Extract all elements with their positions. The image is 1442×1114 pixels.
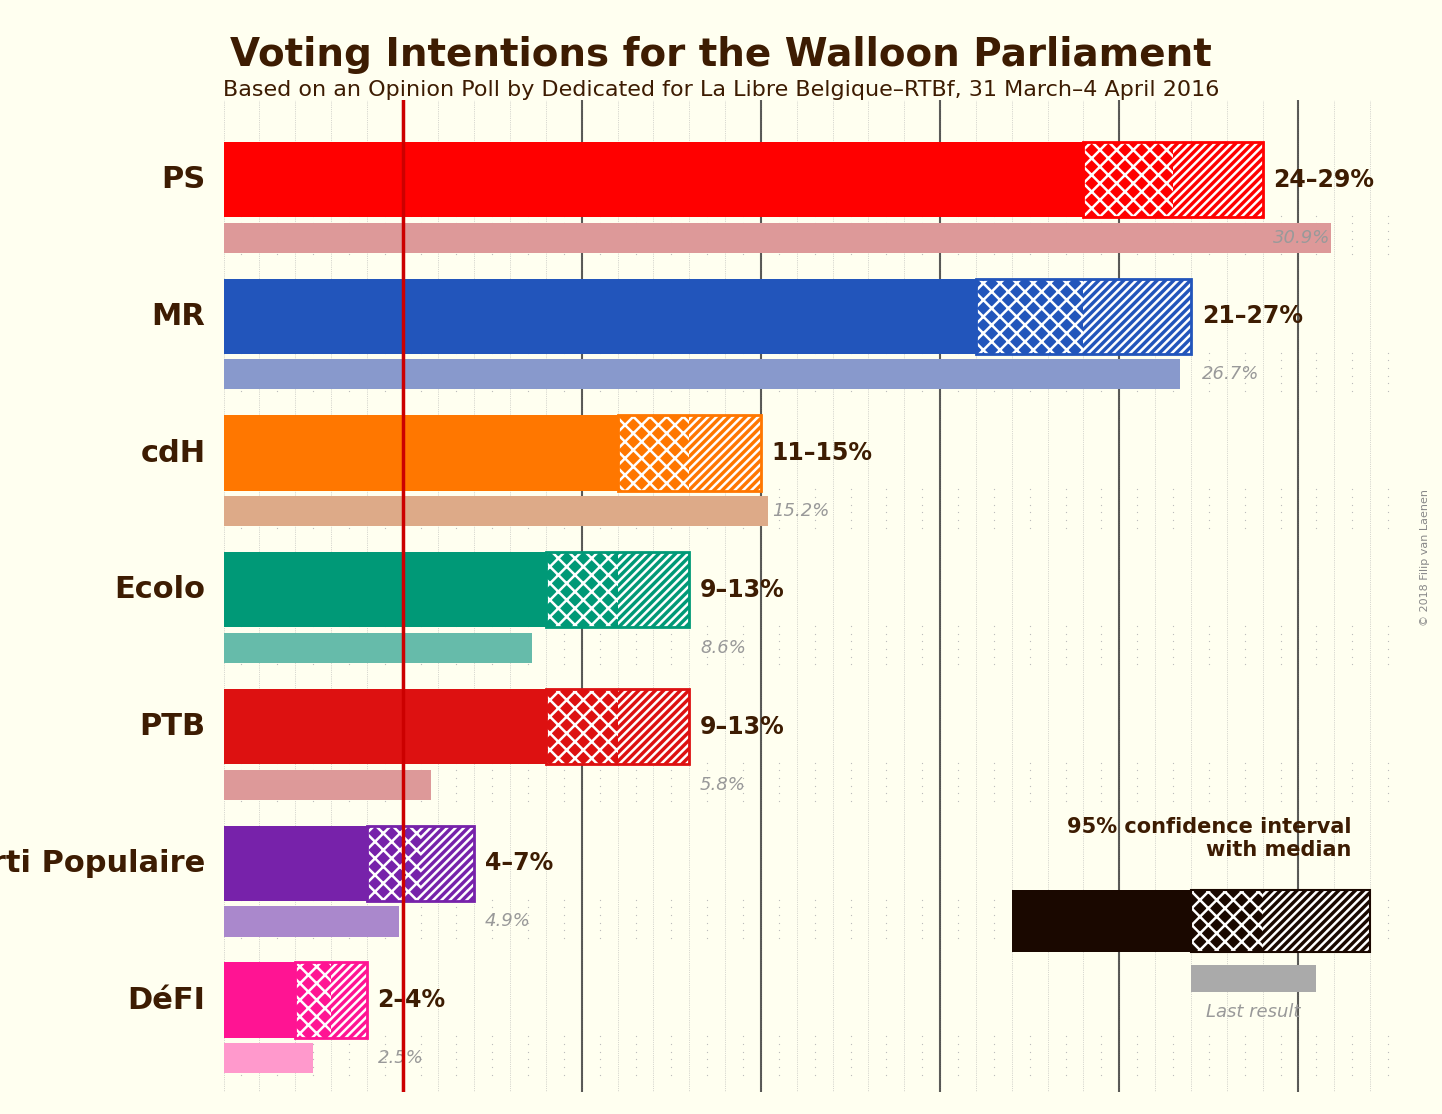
Text: Voting Intentions for the Walloon Parliament: Voting Intentions for the Walloon Parlia…: [231, 36, 1211, 74]
Bar: [547, 553, 617, 627]
Text: cdH: cdH: [140, 439, 206, 468]
Text: PS: PS: [162, 165, 206, 194]
Text: 95% confidence interval
with median: 95% confidence interval with median: [1067, 818, 1351, 860]
Bar: [224, 360, 1180, 390]
Bar: [976, 278, 1083, 354]
Bar: [1012, 890, 1191, 951]
Bar: [547, 688, 617, 764]
Bar: [1191, 890, 1263, 951]
Bar: [224, 962, 366, 1038]
Text: 4.9%: 4.9%: [485, 912, 531, 930]
Text: 30.9%: 30.9%: [1273, 228, 1331, 246]
Text: Ecolo: Ecolo: [114, 575, 206, 604]
Bar: [224, 278, 1191, 354]
Text: 5.8%: 5.8%: [699, 775, 746, 793]
Text: 2–4%: 2–4%: [378, 988, 446, 1013]
Text: 21–27%: 21–27%: [1201, 304, 1302, 329]
Text: 9–13%: 9–13%: [699, 578, 784, 602]
Bar: [1172, 141, 1263, 217]
Text: PTB: PTB: [140, 712, 206, 741]
Bar: [296, 962, 332, 1038]
Text: DéFI: DéFI: [127, 986, 206, 1015]
Text: © 2018 Filip van Laenen: © 2018 Filip van Laenen: [1420, 489, 1429, 625]
Bar: [224, 141, 1263, 217]
Bar: [224, 825, 474, 901]
Bar: [1191, 890, 1263, 951]
Bar: [617, 416, 689, 490]
Bar: [224, 416, 761, 490]
Bar: [421, 825, 474, 901]
Bar: [1191, 965, 1317, 991]
Text: 24–29%: 24–29%: [1273, 167, 1374, 192]
Text: 9–13%: 9–13%: [699, 714, 784, 739]
Bar: [1083, 278, 1191, 354]
Bar: [1083, 141, 1172, 217]
Bar: [224, 223, 1331, 253]
Text: 11–15%: 11–15%: [771, 441, 872, 465]
Bar: [617, 553, 689, 627]
Bar: [224, 553, 689, 627]
Bar: [366, 825, 421, 901]
Bar: [689, 416, 761, 490]
Text: 8.6%: 8.6%: [699, 639, 746, 657]
Bar: [224, 1043, 313, 1073]
Bar: [1263, 890, 1370, 951]
Bar: [224, 633, 532, 663]
Text: 26.7%: 26.7%: [1201, 365, 1259, 383]
Bar: [224, 907, 399, 937]
Bar: [224, 496, 769, 526]
Text: Based on an Opinion Poll by Dedicated for La Libre Belgique–RTBf, 31 March–4 Apr: Based on an Opinion Poll by Dedicated fo…: [224, 80, 1218, 100]
Bar: [224, 770, 431, 800]
Bar: [224, 688, 689, 764]
Bar: [617, 688, 689, 764]
Bar: [1263, 890, 1370, 951]
Text: MR: MR: [151, 302, 206, 331]
Text: Parti Populaire: Parti Populaire: [0, 849, 206, 878]
Text: 15.2%: 15.2%: [771, 502, 829, 520]
Bar: [332, 962, 366, 1038]
Text: 4–7%: 4–7%: [485, 851, 554, 876]
Text: Last result: Last result: [1207, 1004, 1301, 1022]
Text: 2.5%: 2.5%: [378, 1049, 424, 1067]
